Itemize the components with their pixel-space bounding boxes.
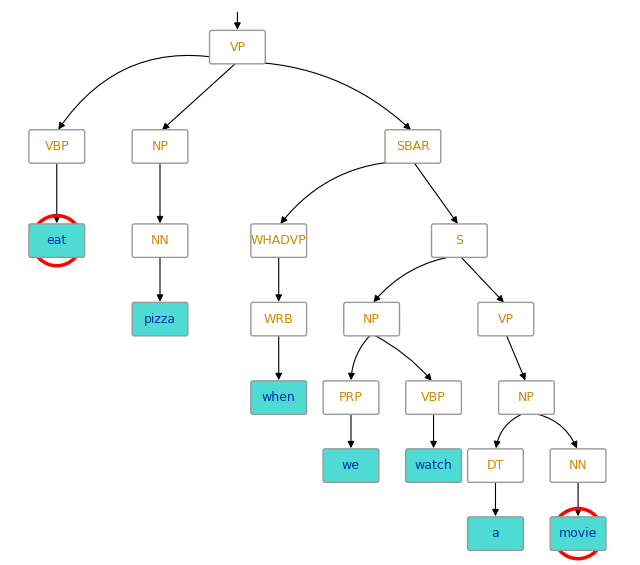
FancyBboxPatch shape (478, 302, 534, 336)
Text: pizza: pizza (144, 312, 176, 325)
FancyBboxPatch shape (251, 302, 307, 336)
FancyBboxPatch shape (468, 517, 524, 550)
FancyBboxPatch shape (251, 224, 307, 258)
Text: VP: VP (498, 312, 514, 325)
Text: eat: eat (47, 234, 67, 247)
Text: SBAR: SBAR (396, 140, 430, 153)
Text: NP: NP (152, 140, 168, 153)
FancyBboxPatch shape (499, 381, 554, 414)
FancyBboxPatch shape (406, 449, 461, 483)
Text: NP: NP (518, 391, 535, 404)
Text: VBP: VBP (421, 391, 446, 404)
Text: NP: NP (363, 312, 380, 325)
FancyBboxPatch shape (132, 302, 188, 336)
FancyBboxPatch shape (385, 130, 441, 163)
Text: WRB: WRB (264, 312, 294, 325)
FancyBboxPatch shape (29, 224, 84, 258)
Text: a: a (492, 527, 499, 540)
FancyBboxPatch shape (251, 381, 307, 414)
FancyBboxPatch shape (29, 130, 84, 163)
Text: NN: NN (150, 234, 170, 247)
FancyBboxPatch shape (406, 381, 461, 414)
FancyBboxPatch shape (468, 449, 524, 483)
Text: WHADVP: WHADVP (251, 234, 307, 247)
Text: we: we (342, 459, 360, 472)
Text: VBP: VBP (44, 140, 69, 153)
Text: PRP: PRP (339, 391, 363, 404)
Text: S: S (455, 234, 463, 247)
FancyBboxPatch shape (431, 224, 487, 258)
FancyBboxPatch shape (323, 381, 379, 414)
FancyBboxPatch shape (132, 224, 188, 258)
Text: when: when (262, 391, 296, 404)
Text: VP: VP (229, 41, 245, 54)
FancyBboxPatch shape (550, 517, 606, 550)
Text: movie: movie (559, 527, 597, 540)
FancyBboxPatch shape (132, 130, 188, 163)
Text: watch: watch (415, 459, 452, 472)
FancyBboxPatch shape (209, 31, 266, 64)
FancyBboxPatch shape (323, 449, 379, 483)
Text: DT: DT (487, 459, 504, 472)
FancyBboxPatch shape (344, 302, 399, 336)
Text: NN: NN (569, 459, 588, 472)
FancyBboxPatch shape (550, 449, 606, 483)
